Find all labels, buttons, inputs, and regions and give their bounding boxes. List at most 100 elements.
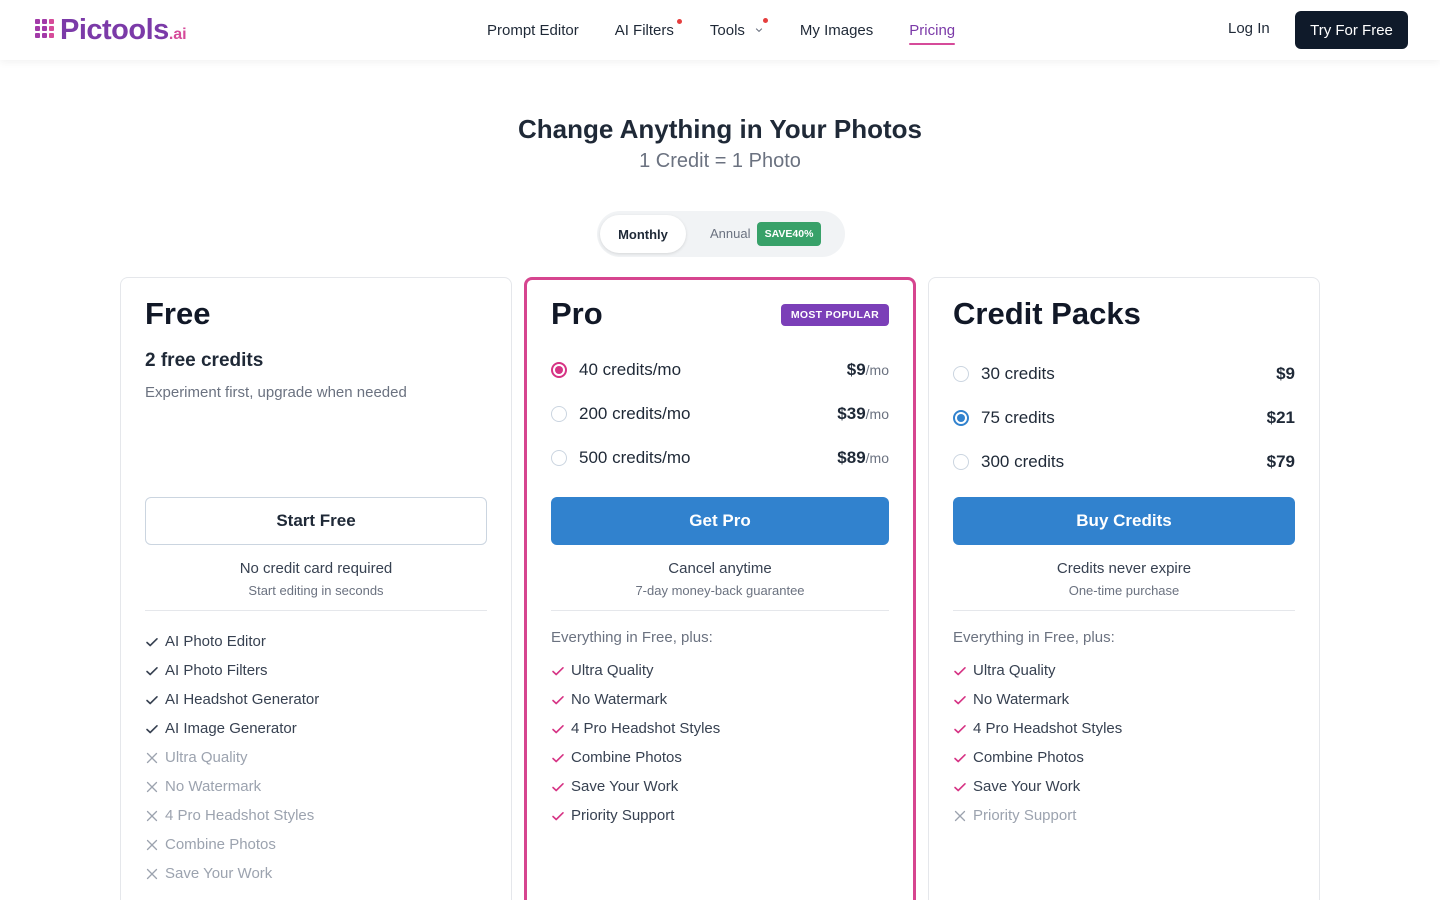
plan-name: Free bbox=[145, 296, 211, 331]
check-icon bbox=[146, 695, 158, 704]
option-period: /mo bbox=[865, 406, 889, 422]
nav-item[interactable]: My Images bbox=[800, 22, 873, 39]
cross-icon bbox=[954, 810, 966, 821]
check-icon bbox=[954, 695, 966, 704]
features-intro: Everything in Free, plus: bbox=[953, 629, 1115, 646]
feature-text: No Watermark bbox=[571, 691, 668, 708]
divider bbox=[145, 610, 487, 611]
login-link[interactable]: Log In bbox=[1228, 20, 1270, 37]
divider bbox=[551, 610, 889, 611]
option-price: $39 bbox=[837, 404, 866, 423]
radio-button[interactable] bbox=[953, 366, 969, 382]
feature-text: Combine Photos bbox=[571, 749, 682, 766]
feature: Combine Photos bbox=[953, 743, 1295, 772]
check-icon bbox=[954, 724, 966, 733]
feature: AI Headshot Generator bbox=[145, 685, 487, 714]
notification-dot bbox=[676, 18, 682, 24]
plan-button[interactable]: Get Pro bbox=[551, 497, 889, 545]
notification-dot bbox=[762, 17, 768, 23]
option-price: $9 bbox=[846, 360, 866, 379]
logo[interactable]: Pictools .ai bbox=[35, 14, 187, 47]
cross-icon bbox=[146, 839, 158, 850]
save-badge: SAVE40% bbox=[757, 222, 821, 246]
logo-name: Pictools bbox=[60, 14, 169, 46]
plan-option[interactable]: 30 credits $9 bbox=[953, 352, 1295, 396]
feature-list: Ultra Quality No Watermark 4 Pro Headshot … bbox=[551, 656, 889, 830]
try-free-button[interactable]: Try For Free bbox=[1295, 11, 1408, 49]
feature: AI Image Generator bbox=[145, 714, 487, 743]
nav-item[interactable]: Prompt Editor bbox=[487, 22, 579, 39]
feature-text: Combine Photos bbox=[165, 836, 276, 853]
logo-icon bbox=[35, 19, 54, 38]
radio-button[interactable] bbox=[953, 454, 969, 470]
cross-icon bbox=[146, 781, 158, 792]
option-label: 40 credits/mo bbox=[579, 360, 682, 379]
option-label: 75 credits bbox=[981, 408, 1055, 427]
plan-header: Free 2 free credits Experiment first, upgr… bbox=[145, 296, 487, 497]
cross-icon bbox=[146, 752, 158, 763]
plan-option[interactable]: 500 credits/mo $89/mo bbox=[551, 436, 889, 480]
nav-label: Pricing bbox=[909, 21, 956, 39]
monthly-option[interactable]: Monthly bbox=[600, 215, 686, 253]
feature: No Watermark bbox=[953, 685, 1295, 714]
feature-text: Save Your Work bbox=[571, 778, 679, 795]
plan-button[interactable]: Start Free bbox=[145, 497, 487, 545]
annual-option[interactable]: Annual bbox=[710, 226, 751, 241]
check-icon bbox=[954, 782, 966, 791]
option-label: 30 credits bbox=[981, 364, 1055, 383]
check-icon bbox=[552, 811, 564, 820]
plan-subnote: 7-day money-back guarantee bbox=[635, 583, 805, 598]
feature-text: AI Photo Filters bbox=[165, 662, 268, 679]
feature-text: AI Photo Editor bbox=[165, 633, 266, 650]
cross-icon bbox=[146, 868, 158, 879]
nav-label: AI Filters bbox=[614, 21, 674, 39]
features-intro: Everything in Free, plus: bbox=[551, 629, 713, 646]
feature-text: 4 Pro Headshot Styles bbox=[571, 720, 721, 737]
plan-option[interactable]: 75 credits $21 bbox=[953, 396, 1295, 440]
feature-text: No Watermark bbox=[165, 778, 262, 795]
feature: No Watermark bbox=[145, 772, 487, 801]
feature-text: 4 Pro Headshot Styles bbox=[973, 720, 1123, 737]
hero-subtitle: 1 Credit = 1 Photo bbox=[639, 150, 801, 172]
nav-label: Tools bbox=[709, 21, 745, 39]
check-icon bbox=[552, 666, 564, 675]
hero-title: Change Anything in Your Photos bbox=[518, 114, 922, 144]
plan-option[interactable]: 300 credits $79 bbox=[953, 440, 1295, 484]
feature-text: AI Image Generator bbox=[165, 720, 297, 737]
option-price: $89 bbox=[837, 448, 866, 467]
plan-description: Experiment first, upgrade when needed bbox=[145, 384, 407, 401]
feature-text: Save Your Work bbox=[973, 778, 1081, 795]
nav-item[interactable]: Tools bbox=[709, 17, 768, 39]
plan-option[interactable]: 200 credits/mo $39/mo bbox=[551, 392, 889, 436]
plan-name: Pro bbox=[551, 296, 603, 331]
plan-name: Credit Packs bbox=[953, 296, 1141, 331]
check-icon bbox=[552, 782, 564, 791]
plan-option[interactable]: 40 credits/mo $9/mo bbox=[551, 348, 889, 392]
check-icon bbox=[146, 724, 158, 733]
plan-subnote: One-time purchase bbox=[1068, 583, 1180, 598]
feature-text: Priority Support bbox=[973, 807, 1077, 824]
radio-button[interactable] bbox=[551, 406, 567, 422]
radio-button[interactable] bbox=[551, 450, 567, 466]
nav-item[interactable]: Pricing bbox=[909, 21, 956, 45]
feature-text: Ultra Quality bbox=[973, 662, 1056, 679]
radio-button[interactable] bbox=[953, 410, 969, 426]
feature: 4 Pro Headshot Styles bbox=[551, 714, 889, 743]
radio-button[interactable] bbox=[551, 362, 567, 378]
feature: No Watermark bbox=[551, 685, 889, 714]
plan-button[interactable]: Buy Credits bbox=[953, 497, 1295, 545]
check-icon bbox=[954, 753, 966, 762]
option-price: $9 bbox=[1276, 364, 1295, 383]
check-icon bbox=[552, 724, 564, 733]
option-period: /mo bbox=[865, 362, 889, 378]
nav-item[interactable]: AI Filters bbox=[614, 18, 682, 39]
feature-text: No Watermark bbox=[973, 691, 1070, 708]
feature-text: Combine Photos bbox=[973, 749, 1084, 766]
feature: Ultra Quality bbox=[145, 743, 487, 772]
plan-subnote: Start editing in seconds bbox=[248, 583, 384, 598]
plan-note: Cancel anytime bbox=[668, 560, 772, 577]
option-price: $21 bbox=[1266, 408, 1295, 427]
option-label: 500 credits/mo bbox=[579, 448, 691, 467]
